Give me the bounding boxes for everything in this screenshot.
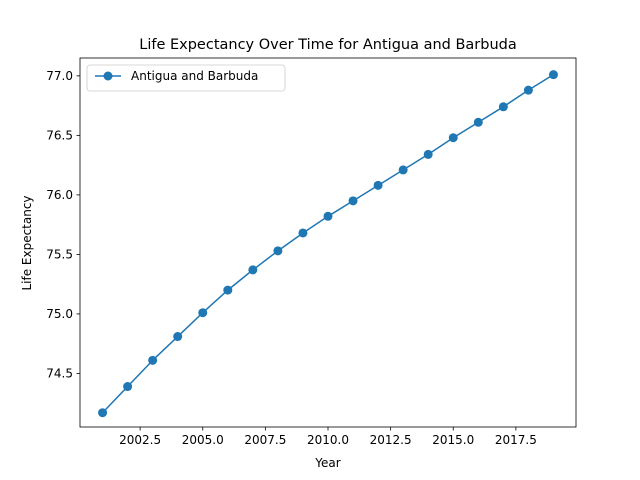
x-tick-label: 2002.5 [119, 433, 161, 447]
data-point [398, 165, 408, 175]
y-tick-label: 76.5 [46, 129, 73, 143]
data-point [373, 180, 383, 190]
y-axis-label: Life Expectancy [20, 195, 34, 290]
data-point [523, 85, 533, 95]
data-point [173, 332, 183, 342]
data-point [273, 246, 283, 256]
data-point [473, 117, 483, 127]
data-point [323, 211, 333, 221]
y-tick-label: 75.0 [46, 307, 73, 321]
legend-marker-sample [103, 71, 113, 81]
data-point [223, 285, 233, 295]
y-tick-label: 74.5 [46, 367, 73, 381]
data-point [498, 102, 508, 112]
legend-box [86, 64, 286, 92]
data-point [423, 149, 433, 159]
y-axis-ticks: 74.5 75.0 75.5 76.0 76.5 77.0 [46, 69, 80, 381]
data-point [248, 265, 258, 275]
x-axis-label: Year [314, 456, 340, 470]
data-point [198, 308, 208, 318]
data-point [298, 228, 308, 238]
x-tick-label: 2017.5 [495, 433, 537, 447]
plot-layer [98, 70, 558, 418]
data-point [448, 133, 458, 143]
y-tick-label: 76.0 [46, 188, 73, 202]
y-tick-label: 77.0 [46, 69, 73, 83]
legend: Antigua and Barbuda [86, 64, 286, 92]
chart-title: Life Expectancy Over Time for Antigua an… [139, 37, 517, 53]
x-tick-label: 2012.5 [370, 433, 412, 447]
data-point [348, 196, 358, 206]
data-point [548, 70, 558, 80]
x-tick-label: 2015.0 [432, 433, 474, 447]
data-point [98, 408, 108, 418]
x-axis-ticks: 2002.5 2005.0 2007.5 2010.0 2012.5 2015.0 2017… [119, 427, 537, 447]
data-point [148, 355, 158, 365]
data-point [123, 382, 133, 392]
x-tick-label: 2007.5 [244, 433, 286, 447]
x-tick-label: 2005.0 [182, 433, 224, 447]
x-tick-label: 2010.0 [307, 433, 349, 447]
legend-entry-label: Antigua and Barbuda [131, 69, 258, 83]
y-tick-label: 75.5 [46, 248, 73, 262]
